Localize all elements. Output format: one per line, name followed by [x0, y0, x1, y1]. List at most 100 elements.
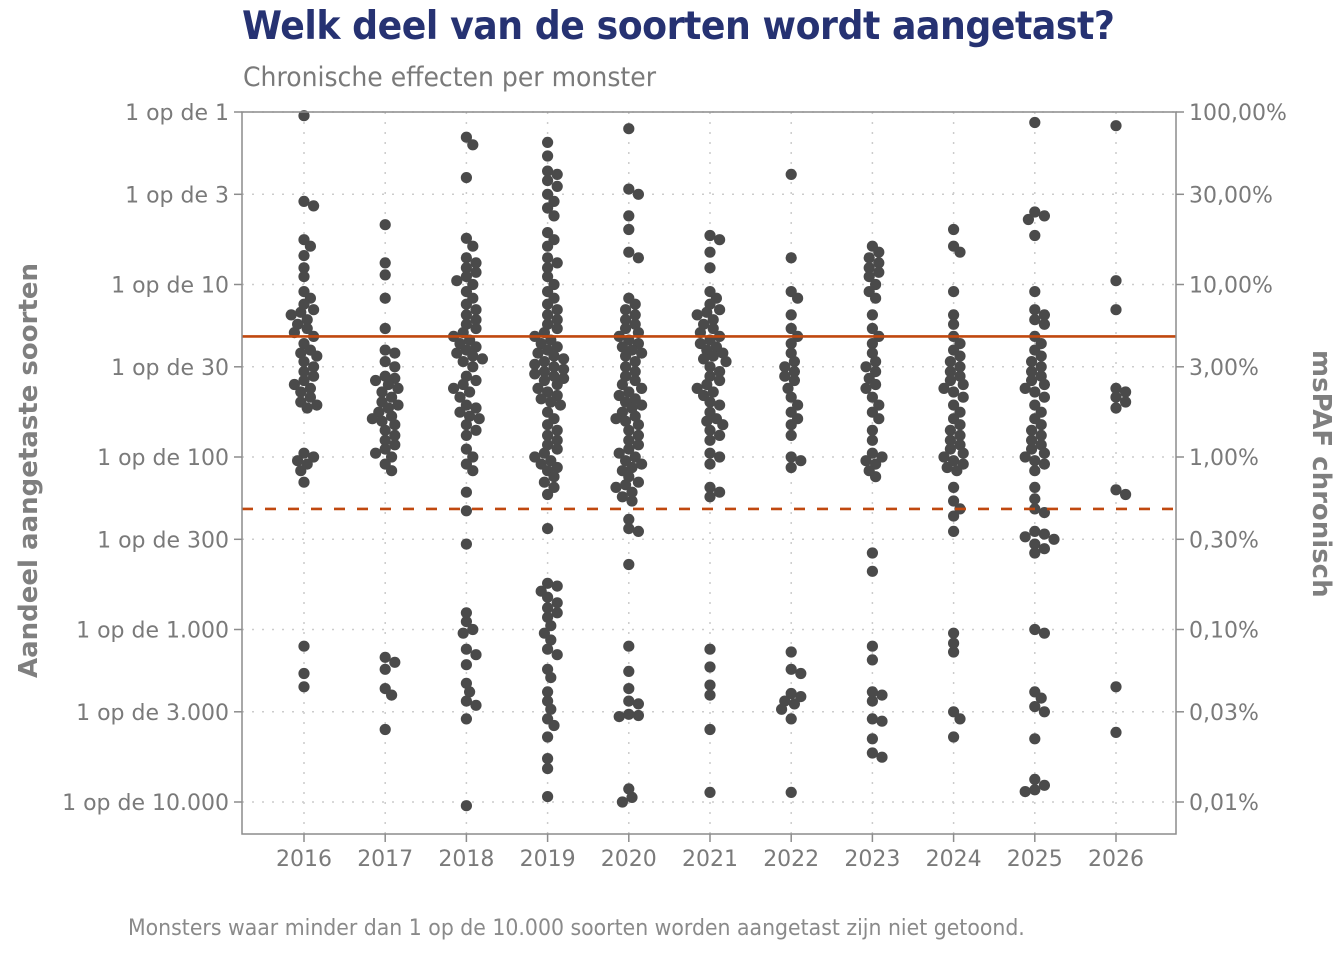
- data-point: [870, 471, 882, 483]
- data-point: [610, 413, 622, 425]
- data-point: [860, 361, 872, 373]
- data-point: [551, 461, 563, 474]
- data-point: [954, 429, 966, 441]
- data-point: [704, 481, 716, 493]
- data-point: [701, 306, 713, 318]
- y-tick-label: 1 op de 100: [97, 446, 229, 471]
- data-point: [379, 356, 391, 368]
- data-point: [304, 240, 316, 252]
- data-point: [704, 396, 716, 408]
- data-point: [551, 341, 563, 353]
- data-point: [714, 486, 726, 498]
- data-point: [389, 656, 401, 668]
- data-point: [542, 150, 554, 162]
- data-point: [944, 434, 957, 446]
- data-point: [1110, 681, 1122, 693]
- y-axis-right-label: msPAF chronisch: [1306, 350, 1336, 598]
- data-point: [954, 439, 966, 451]
- y-tick-label: 0,01%: [1189, 791, 1259, 816]
- data-point: [873, 266, 885, 278]
- y-tick-label: 1,00%: [1189, 446, 1259, 471]
- data-point: [954, 713, 966, 725]
- data-point: [460, 399, 472, 411]
- data-point: [542, 262, 554, 274]
- data-point: [454, 391, 466, 403]
- data-point: [866, 547, 879, 559]
- data-point: [470, 314, 482, 326]
- data-point: [470, 699, 482, 711]
- data-point: [451, 275, 463, 287]
- data-point: [948, 318, 960, 330]
- data-point: [470, 341, 482, 353]
- data-point: [551, 580, 563, 592]
- data-point: [551, 424, 563, 436]
- data-point: [551, 257, 563, 269]
- data-point: [470, 649, 482, 661]
- data-point: [386, 410, 398, 422]
- data-point: [1019, 382, 1031, 394]
- data-point: [704, 424, 716, 436]
- data-point: [470, 266, 482, 278]
- data-point: [623, 640, 635, 652]
- data-point: [866, 447, 879, 459]
- data-point: [548, 471, 560, 483]
- data-point: [1029, 314, 1041, 326]
- data-point: [632, 476, 645, 488]
- data-point: [623, 513, 635, 526]
- data-point: [785, 429, 797, 441]
- data-point: [379, 434, 391, 446]
- data-point: [379, 269, 391, 281]
- data-point: [944, 374, 957, 387]
- data-point: [470, 424, 482, 436]
- data-point: [476, 353, 488, 365]
- data-point: [785, 713, 797, 725]
- data-point: [542, 429, 554, 441]
- data-point: [954, 361, 966, 373]
- data-point: [1019, 451, 1031, 463]
- data-point: [629, 410, 641, 422]
- data-point: [389, 347, 401, 359]
- data-point: [538, 447, 551, 459]
- data-point: [542, 753, 554, 765]
- data-point: [551, 180, 563, 192]
- data-point: [948, 731, 960, 743]
- data-point: [873, 257, 885, 269]
- data-point: [632, 439, 645, 451]
- data-point: [948, 309, 960, 321]
- data-point: [558, 363, 570, 375]
- data-point: [948, 399, 960, 411]
- data-point: [1038, 210, 1050, 222]
- x-tick-label: 2020: [601, 847, 657, 872]
- data-point: [636, 382, 648, 394]
- data-point: [295, 386, 307, 398]
- data-point: [542, 591, 554, 603]
- data-point: [623, 246, 635, 258]
- data-point: [295, 465, 307, 477]
- data-point: [460, 538, 472, 550]
- data-point: [532, 382, 544, 394]
- data-point: [295, 306, 307, 318]
- data-point: [1038, 458, 1050, 470]
- data-point: [873, 399, 885, 411]
- data-point: [1029, 116, 1041, 129]
- data-point: [1029, 701, 1041, 713]
- data-point: [545, 703, 557, 715]
- data-point: [467, 139, 479, 151]
- data-point: [542, 488, 554, 501]
- data-point: [460, 131, 472, 143]
- data-point: [948, 525, 960, 538]
- data-point: [707, 350, 719, 362]
- data-point: [548, 278, 560, 291]
- data-point: [620, 304, 632, 316]
- data-point: [620, 314, 632, 326]
- data-point: [636, 458, 648, 470]
- data-point: [948, 386, 960, 398]
- data-point: [366, 413, 378, 425]
- data-point: [304, 382, 316, 394]
- data-point: [623, 523, 635, 535]
- data-point: [954, 350, 966, 362]
- chart-title: Welk deel van de soorten wordt aangetast…: [242, 4, 1115, 49]
- data-point: [304, 391, 316, 403]
- data-point: [392, 399, 404, 411]
- y-tick-label: 1 op de 300: [97, 528, 229, 553]
